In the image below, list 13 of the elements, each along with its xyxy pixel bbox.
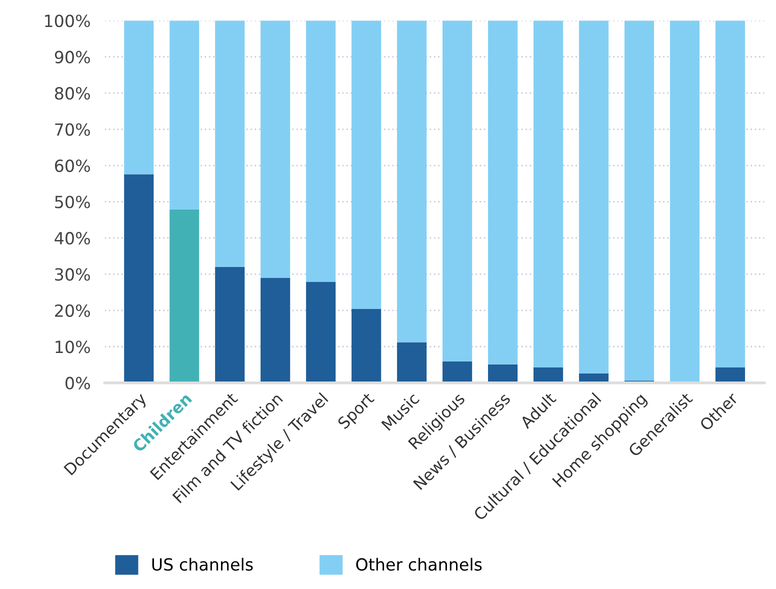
y-tick-label: 70% (55, 123, 90, 136)
legend-label: Other channels (356, 558, 482, 571)
y-tick-label: 30% (55, 268, 90, 281)
legend-label: US channels (152, 558, 253, 571)
y-tick-label: 20% (55, 304, 90, 317)
y-tick-label: 0% (66, 376, 90, 390)
y-tick-label: 10% (56, 340, 90, 354)
y-tick-label: 100% (45, 14, 90, 28)
y-tick-label: 80% (54, 87, 90, 100)
y-tick-label: 50% (55, 196, 90, 208)
y-tick-label: 90% (54, 50, 90, 64)
y-tick-label: 40% (54, 232, 90, 245)
y-tick-label: 60% (54, 159, 90, 172)
